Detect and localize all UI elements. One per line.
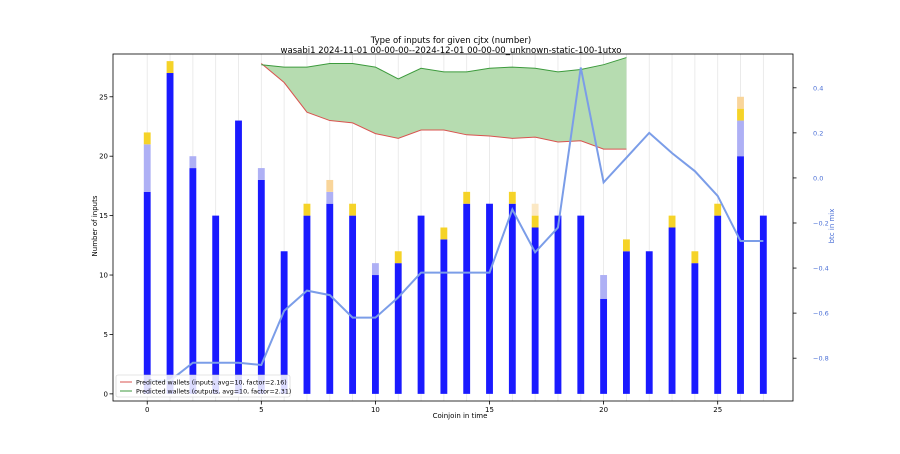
x-axis-label: Coinjoin in time bbox=[433, 412, 488, 420]
bar-segment bbox=[349, 215, 357, 394]
bar-segment bbox=[531, 227, 539, 394]
bar-segment bbox=[714, 215, 722, 394]
bar-segment bbox=[600, 298, 608, 394]
bar-segment bbox=[759, 215, 767, 394]
bar-segment bbox=[235, 120, 242, 394]
outputs-wallets-line bbox=[261, 57, 627, 80]
plot-frame bbox=[112, 53, 794, 402]
y2-tick-label: −0.2 bbox=[813, 219, 829, 227]
bar-segment bbox=[737, 156, 744, 394]
bar-segment bbox=[623, 239, 630, 252]
y-tick-label: 0 bbox=[104, 390, 108, 398]
bar-segment bbox=[691, 251, 699, 264]
bar-segment bbox=[668, 215, 676, 228]
bar-segment bbox=[166, 61, 174, 74]
predicted-wallets-band bbox=[261, 57, 627, 150]
legend-label: Predicted wallets (outputs, avg=10, fact… bbox=[136, 388, 291, 395]
bar-segment bbox=[531, 215, 539, 228]
x-tick-label: 5 bbox=[259, 406, 263, 414]
y2-tick-label: −0.4 bbox=[813, 265, 829, 273]
x-tick-label: 0 bbox=[145, 406, 149, 414]
bar-segment bbox=[463, 203, 471, 394]
y-axis-label: Number of inputs bbox=[91, 195, 99, 256]
bar-segment bbox=[508, 203, 516, 394]
y-tick-label: 20 bbox=[99, 153, 108, 161]
bar-segment bbox=[371, 275, 379, 394]
bar-segment bbox=[349, 203, 357, 216]
y2-axis-label: btc in mix bbox=[828, 209, 836, 244]
bar-segment bbox=[143, 144, 151, 192]
bar-segment bbox=[212, 215, 220, 394]
bar-segment bbox=[737, 120, 744, 157]
y2-tick-label: 0.0 bbox=[813, 174, 823, 182]
bar-segment bbox=[691, 263, 699, 394]
y2-tick-label: −0.8 bbox=[813, 355, 829, 363]
y-tick-label: 25 bbox=[99, 93, 108, 101]
bar-segment bbox=[737, 108, 744, 121]
bar-segment bbox=[463, 191, 471, 204]
bar-segment bbox=[440, 239, 448, 394]
legend-box bbox=[115, 374, 291, 398]
x-tick-label: 25 bbox=[713, 406, 722, 414]
legend-label: Predicted wallets (inputs, avg=10, facto… bbox=[136, 379, 287, 386]
bar-segment bbox=[417, 215, 425, 394]
bar-segment bbox=[280, 251, 288, 394]
x-tick-label: 20 bbox=[599, 406, 608, 414]
bar-segment bbox=[166, 73, 174, 394]
bar-segment bbox=[508, 191, 516, 204]
y-tick-label: 5 bbox=[104, 331, 108, 339]
bar-segment bbox=[143, 191, 151, 394]
bar-segment bbox=[143, 132, 151, 145]
bar-segment bbox=[600, 275, 608, 299]
chart-subtitle: wasabi1 2024-11-01 00-00-00--2024-12-01 … bbox=[281, 46, 622, 56]
bar-segment bbox=[189, 156, 197, 169]
y2-tick-label: 0.4 bbox=[813, 84, 823, 92]
bar-segment bbox=[394, 263, 402, 394]
bar-segment bbox=[189, 168, 197, 394]
bar-segment bbox=[486, 203, 493, 394]
y-tick-label: 15 bbox=[99, 212, 108, 220]
bar-segment bbox=[577, 215, 585, 394]
legend: Predicted wallets (inputs, avg=10, facto… bbox=[115, 374, 291, 398]
bar-segment bbox=[554, 215, 562, 394]
bar-segment bbox=[668, 227, 676, 394]
bar-segment bbox=[737, 96, 744, 109]
bar-segment bbox=[303, 215, 311, 394]
bar-segment bbox=[440, 227, 448, 240]
bar-segment bbox=[371, 263, 379, 276]
y-tick-label: 10 bbox=[99, 272, 108, 280]
x-tick-label: 15 bbox=[485, 406, 494, 414]
btc-in-mix-line bbox=[147, 67, 764, 382]
y2-tick-label: −0.6 bbox=[813, 310, 829, 318]
bar-segment bbox=[623, 251, 630, 394]
bar-segment bbox=[326, 203, 334, 394]
bar-segment bbox=[645, 251, 653, 394]
bar-segment bbox=[714, 203, 722, 216]
bar-segment bbox=[394, 251, 402, 264]
bar-segment bbox=[257, 168, 265, 180]
inputs-wallets-line bbox=[261, 63, 627, 150]
y2-tick-label: 0.2 bbox=[813, 129, 823, 137]
bar-segment bbox=[303, 203, 311, 216]
bar-segment bbox=[531, 203, 539, 216]
x-tick-label: 10 bbox=[371, 406, 380, 414]
chart-title: Type of inputs for given cjtx (number) bbox=[370, 36, 532, 46]
bar-segment bbox=[257, 179, 265, 394]
bar-segment bbox=[326, 179, 334, 192]
bar-segment bbox=[326, 191, 334, 204]
